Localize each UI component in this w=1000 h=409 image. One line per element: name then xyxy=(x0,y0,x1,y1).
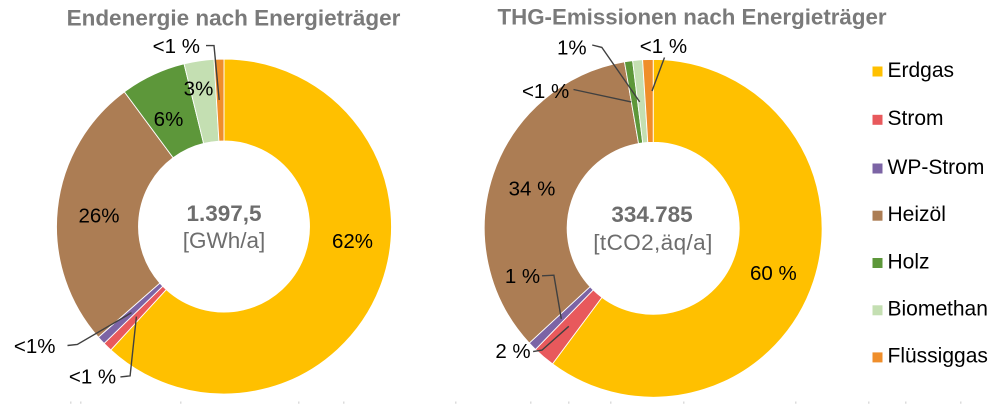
svg-text:26%: 26% xyxy=(78,205,119,228)
svg-text:THG-Emissionen nach Energieträ: THG-Emissionen nach Energieträger xyxy=(497,5,886,30)
svg-text:<1%: <1% xyxy=(14,335,56,358)
svg-text:Erdgas: Erdgas xyxy=(888,59,955,82)
svg-text:34 %: 34 % xyxy=(509,178,556,201)
svg-text:Endenergie nach Energieträger: Endenergie nach Energieträger xyxy=(67,6,401,31)
svg-text:Holz: Holz xyxy=(888,250,930,273)
svg-text:3%: 3% xyxy=(184,78,214,101)
svg-text:60 %: 60 % xyxy=(750,262,797,285)
svg-text:[GWh/a]: [GWh/a] xyxy=(183,228,266,253)
svg-text:<1 %: <1 % xyxy=(640,35,687,58)
svg-text:334.785: 334.785 xyxy=(611,202,692,227)
svg-text:<1 %: <1 % xyxy=(69,366,116,389)
svg-text:2 %: 2 % xyxy=(495,340,530,363)
svg-text:Strom: Strom xyxy=(888,107,944,130)
svg-text:<1 %: <1 % xyxy=(522,80,569,103)
svg-text:1%: 1% xyxy=(557,37,587,60)
svg-text:[tCO2,äq/a]: [tCO2,äq/a] xyxy=(593,230,712,255)
svg-text:62%: 62% xyxy=(332,230,373,253)
svg-text:6%: 6% xyxy=(154,108,184,131)
svg-text:<1 %: <1 % xyxy=(153,35,200,58)
svg-text:Heizöl: Heizöl xyxy=(888,203,946,226)
svg-text:Flüssiggas: Flüssiggas xyxy=(888,345,988,368)
svg-text:1.397,5: 1.397,5 xyxy=(186,201,261,226)
svg-text:1 %: 1 % xyxy=(505,265,540,288)
svg-text:Biomethan: Biomethan xyxy=(888,298,988,321)
svg-text:WP-Strom: WP-Strom xyxy=(888,156,985,179)
